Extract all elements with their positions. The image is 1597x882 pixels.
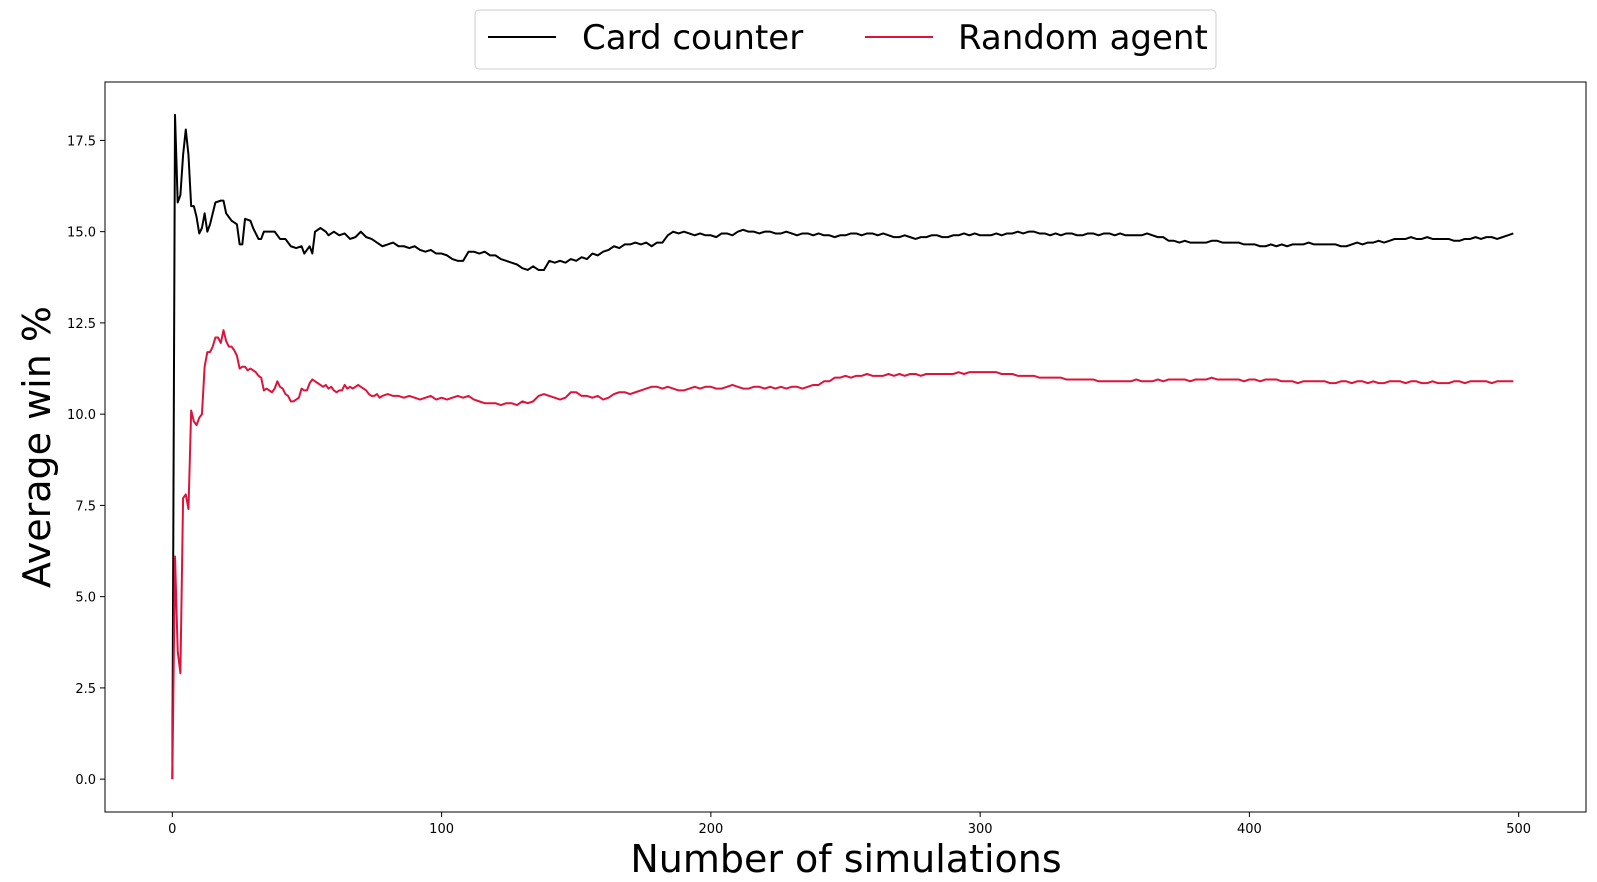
y-tick-label: 5.0 xyxy=(75,591,96,606)
y-tick-label: 2.5 xyxy=(75,682,96,697)
y-tick-label: 12.5 xyxy=(67,317,96,332)
x-tick-label: 300 xyxy=(968,822,993,837)
x-tick-label: 100 xyxy=(429,822,454,837)
y-tick-label: 17.5 xyxy=(67,134,96,149)
x-axis: 0 100 200 300 400 500 xyxy=(168,812,1531,837)
y-tick-label: 15.0 xyxy=(67,226,96,241)
legend: Card counter Random agent xyxy=(474,9,1217,70)
legend-label-card-counter: Card counter xyxy=(582,18,803,58)
x-axis-title: Number of simulations xyxy=(630,837,1061,881)
x-tick-label: 0 xyxy=(168,822,176,837)
x-tick-label: 400 xyxy=(1237,822,1262,837)
series-line-random-agent xyxy=(171,329,1514,780)
x-tick-label: 200 xyxy=(698,822,723,837)
legend-box xyxy=(474,9,1217,70)
y-axis-title: Average win % xyxy=(15,306,59,588)
series-line-card-counter xyxy=(171,113,1514,780)
y-tick-label: 7.5 xyxy=(75,499,96,514)
y-axis: 0.0 2.5 5.0 7.5 10.0 12.5 15.0 17.5 xyxy=(67,134,105,788)
y-tick-label: 10.0 xyxy=(67,408,96,423)
plot-area-frame xyxy=(104,81,1587,813)
y-tick-label: 0.0 xyxy=(75,773,96,788)
x-tick-label: 500 xyxy=(1506,822,1531,837)
legend-label-random-agent: Random agent xyxy=(958,18,1208,58)
series-lines xyxy=(171,113,1514,780)
